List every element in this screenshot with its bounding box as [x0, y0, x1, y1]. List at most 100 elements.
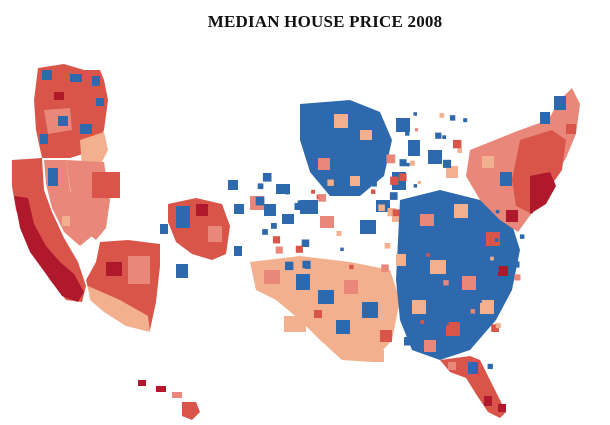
county-fill — [443, 159, 452, 168]
county-fill — [106, 262, 122, 276]
county-fill — [378, 204, 385, 212]
county-fill — [303, 203, 308, 208]
county-fill — [350, 176, 360, 186]
county-fill — [262, 229, 268, 235]
county-fill — [474, 292, 482, 300]
region-great-plains — [300, 100, 420, 234]
region-california-coast — [12, 158, 92, 302]
region-texas-south — [250, 256, 400, 362]
county-fill — [371, 189, 376, 194]
county-fill — [446, 322, 460, 336]
county-fill — [208, 226, 222, 242]
county-fill — [413, 184, 418, 188]
county-fill — [436, 154, 442, 160]
county-fill — [566, 124, 576, 134]
county-fill — [481, 215, 488, 222]
county-fill — [360, 130, 372, 140]
county-fill — [318, 290, 334, 304]
county-fill — [491, 324, 499, 332]
county-fill — [384, 243, 391, 249]
county-fill — [196, 204, 208, 216]
county-fill — [392, 209, 400, 217]
county-fill — [285, 261, 294, 271]
county-fill — [250, 256, 400, 362]
county-fill — [440, 248, 446, 255]
county-fill — [285, 191, 290, 195]
county-fill — [372, 350, 384, 362]
county-fill — [424, 340, 436, 352]
county-fill — [276, 184, 290, 194]
county-fill — [409, 160, 415, 166]
county-fill — [399, 159, 407, 167]
county-fill — [336, 320, 350, 334]
county-fill — [297, 200, 302, 204]
county-fill — [449, 115, 456, 121]
county-fill — [442, 135, 446, 139]
county-fill — [434, 276, 440, 283]
county-fill — [54, 92, 64, 100]
county-fill — [336, 231, 342, 236]
county-fill — [443, 280, 449, 286]
county-fill — [320, 216, 334, 228]
county-fill — [540, 112, 550, 124]
county-fill — [324, 264, 332, 272]
county-fill — [182, 402, 200, 420]
region-pacific-northwest — [34, 64, 108, 170]
county-fill — [478, 299, 482, 303]
county-fill — [372, 181, 377, 187]
county-fill — [478, 267, 488, 276]
county-fill — [96, 98, 104, 106]
county-fill — [257, 183, 264, 190]
county-fill — [362, 302, 378, 318]
map-title: MEDIAN HOUSE PRICE 2008 — [207, 12, 443, 31]
county-fill — [318, 158, 330, 170]
county-fill — [42, 70, 52, 80]
county-fill — [399, 173, 407, 181]
county-fill — [417, 180, 421, 185]
county-fill — [405, 131, 410, 136]
county-fill — [296, 274, 310, 290]
county-fill — [340, 247, 344, 252]
county-fill — [453, 139, 462, 149]
county-fill — [408, 140, 420, 156]
county-fill — [363, 172, 369, 178]
county-fill — [294, 203, 302, 210]
county-fill — [272, 236, 281, 244]
county-fill — [430, 260, 446, 274]
county-fill — [454, 204, 468, 218]
county-fill — [426, 253, 430, 257]
county-fill — [512, 130, 566, 214]
county-fill — [58, 116, 68, 126]
county-fill — [344, 280, 358, 294]
region-midwest-south — [396, 190, 520, 360]
county-fill — [302, 260, 311, 269]
county-fill — [462, 276, 476, 290]
county-fill — [514, 274, 521, 281]
scattered-counties — [255, 112, 525, 370]
county-fill — [448, 362, 456, 370]
county-fill — [160, 224, 168, 234]
county-fill — [487, 363, 493, 370]
county-fill — [14, 196, 84, 302]
county-fill — [449, 283, 455, 289]
county-fill — [275, 246, 283, 254]
county-fill — [327, 179, 334, 186]
county-fill — [228, 180, 238, 190]
county-fill — [492, 266, 499, 272]
county-fill — [138, 380, 146, 386]
county-fill — [495, 323, 501, 329]
county-fill — [530, 172, 556, 214]
county-fill — [439, 113, 445, 118]
county-fill — [500, 172, 512, 186]
county-fill — [176, 206, 190, 228]
county-fill — [484, 396, 492, 406]
county-fill — [396, 118, 410, 132]
county-fill — [255, 196, 265, 206]
county-fill — [482, 156, 494, 168]
county-fill — [314, 310, 322, 318]
county-fill — [386, 154, 396, 164]
county-fill — [40, 134, 48, 144]
county-fill — [262, 173, 272, 182]
county-fill — [554, 96, 566, 110]
